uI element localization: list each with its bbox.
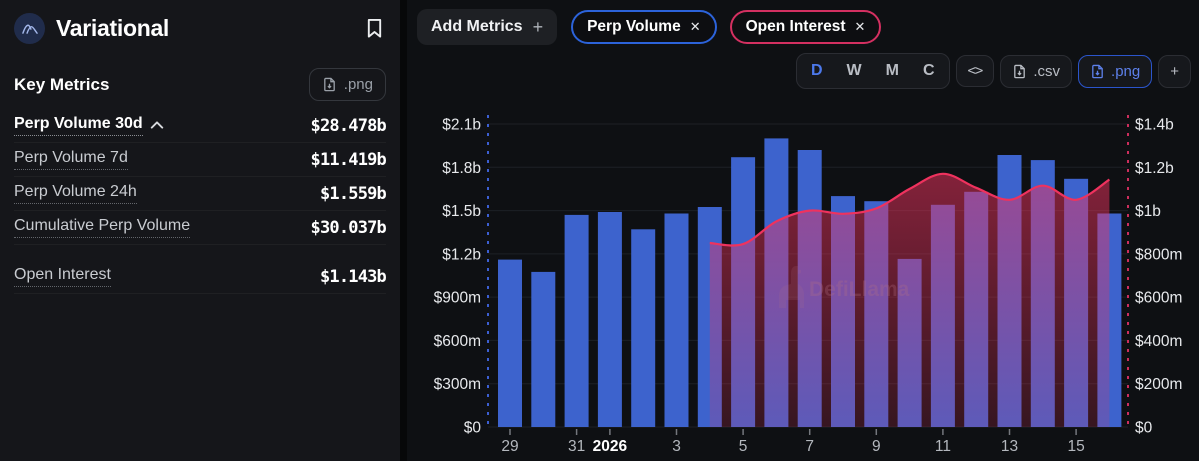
left-axis-tick-label: $900m bbox=[434, 290, 481, 307]
perp-volume-bar[interactable] bbox=[498, 259, 522, 427]
metric-pill-open-interest[interactable]: Open Interest ✕ bbox=[729, 10, 882, 44]
key-metrics-header: Key Metrics .png bbox=[0, 54, 400, 107]
x-axis-tick-label: 9 bbox=[872, 438, 881, 455]
x-axis-tick-label: 11 bbox=[935, 438, 951, 455]
export-csv-button[interactable]: .csv bbox=[1000, 54, 1073, 88]
more-tools-button[interactable]: + bbox=[1158, 54, 1191, 88]
file-download-icon bbox=[1014, 64, 1026, 78]
section-title: Key Metrics bbox=[14, 74, 110, 94]
metric-value: $30.037b bbox=[310, 217, 387, 238]
metric-row: Perp Volume 24h $1.559b bbox=[14, 177, 387, 211]
add-metrics-button[interactable]: Add Metrics + bbox=[417, 9, 558, 45]
remove-metric-icon[interactable]: ✕ bbox=[689, 19, 701, 34]
metric-pill-perp-volume[interactable]: Perp Volume ✕ bbox=[571, 10, 717, 44]
page-title: Variational bbox=[56, 15, 170, 41]
x-axis-tick-label: 13 bbox=[1001, 438, 1018, 455]
left-axis-tick-label: $2.1b bbox=[442, 117, 481, 134]
bookmark-button[interactable] bbox=[363, 15, 386, 42]
left-axis-tick-label: $1.8b bbox=[442, 160, 481, 177]
x-axis-tick-label: 2026 bbox=[593, 438, 628, 455]
metric-value: $1.559b bbox=[319, 183, 387, 204]
metric-label-text: Open Interest bbox=[14, 266, 111, 287]
x-axis-tick-label: 15 bbox=[1067, 438, 1084, 455]
metric-label[interactable]: Perp Volume 7d bbox=[14, 149, 128, 170]
right-axis-tick-label: $1.4b bbox=[1135, 117, 1174, 134]
file-download-icon bbox=[323, 77, 335, 92]
interval-button-c[interactable]: C bbox=[911, 55, 947, 87]
variational-logo bbox=[14, 13, 45, 44]
x-axis-tick-label: 29 bbox=[501, 438, 518, 455]
right-axis-tick-label: $800m bbox=[1135, 246, 1182, 263]
metrics-chart: DefiLlama $0$300m$600m$900m$1.2b$1.5b$1.… bbox=[434, 115, 1182, 455]
x-axis-tick-label: 31 bbox=[568, 438, 585, 455]
left-axis-tick-label: $300m bbox=[434, 376, 481, 393]
x-axis-tick-label: 3 bbox=[672, 438, 681, 455]
add-metrics-label: Add Metrics bbox=[431, 18, 523, 35]
x-axis-tick-label: 7 bbox=[805, 438, 814, 455]
key-metrics-panel: Variational Key Metrics .png Perp Volume… bbox=[0, 0, 400, 461]
metric-label[interactable]: Perp Volume 30d bbox=[14, 115, 164, 136]
interval-button-d[interactable]: D bbox=[799, 55, 835, 87]
metric-row: Cumulative Perp Volume $30.037b bbox=[14, 211, 387, 245]
right-axis-tick-label: $200m bbox=[1135, 376, 1182, 393]
interval-button-w[interactable]: W bbox=[835, 55, 874, 87]
open-interest-area bbox=[709, 173, 1110, 427]
right-axis-tick-label: $1.2b bbox=[1135, 160, 1174, 177]
left-axis-tick-label: $1.2b bbox=[442, 246, 481, 263]
perp-volume-bar[interactable] bbox=[531, 271, 556, 427]
perp-volume-bar[interactable] bbox=[664, 213, 689, 428]
key-metrics-list: Perp Volume 30d $28.478b Perp Volume 7d $11… bbox=[0, 107, 400, 294]
left-axis-tick-label: $0 bbox=[464, 420, 482, 437]
code-icon: <> bbox=[967, 63, 984, 79]
bookmark-icon bbox=[367, 18, 382, 38]
metric-label[interactable]: Cumulative Perp Volume bbox=[14, 217, 191, 238]
metric-value: $11.419b bbox=[310, 149, 387, 170]
metric-value: $1.143b bbox=[319, 266, 387, 287]
metric-label-text: Perp Volume 30d bbox=[14, 115, 143, 136]
right-axis-tick-label: $400m bbox=[1135, 333, 1182, 350]
export-csv-label: .csv bbox=[1033, 62, 1061, 80]
metric-label-text: Perp Volume 7d bbox=[14, 149, 128, 170]
right-axis-tick-label: $1b bbox=[1135, 203, 1161, 220]
wave-logo-icon bbox=[21, 24, 38, 34]
metric-pill-label: Open Interest bbox=[745, 18, 846, 35]
perp-volume-bar[interactable] bbox=[631, 229, 656, 427]
chevron-up-icon bbox=[150, 117, 164, 135]
chart-panel: Add Metrics + Perp Volume ✕ Open Interest ✕… bbox=[407, 0, 1199, 461]
perp-volume-bar[interactable] bbox=[597, 212, 622, 427]
left-axis-tick-label: $600m bbox=[434, 333, 481, 350]
interval-button-m[interactable]: M bbox=[874, 55, 911, 87]
left-axis-tick-label: $1.5b bbox=[442, 203, 481, 220]
metric-pills-container: Perp Volume ✕ Open Interest ✕ bbox=[571, 10, 882, 44]
open-interest-line[interactable] bbox=[709, 172, 1111, 247]
remove-metric-icon[interactable]: ✕ bbox=[854, 19, 866, 34]
file-download-icon bbox=[1092, 64, 1103, 78]
export-png-button[interactable]: .png bbox=[1078, 54, 1153, 88]
metric-row: Open Interest $1.143b bbox=[14, 260, 387, 294]
metric-label[interactable]: Perp Volume 24h bbox=[14, 183, 137, 204]
download-metrics-png-label: .png bbox=[343, 76, 373, 93]
embed-code-button[interactable]: <> bbox=[955, 55, 995, 87]
right-axis-tick-label: $0 bbox=[1135, 420, 1153, 437]
panel-header: Variational bbox=[0, 0, 400, 54]
metric-label-text: Cumulative Perp Volume bbox=[14, 217, 191, 238]
metric-label-text: Perp Volume 24h bbox=[14, 183, 137, 204]
metrics-group-gap bbox=[14, 245, 386, 260]
metric-value: $28.478b bbox=[310, 115, 387, 136]
metric-label[interactable]: Open Interest bbox=[14, 266, 111, 287]
metric-row: Perp Volume 30d $28.478b bbox=[14, 109, 387, 143]
metric-selector-row: Add Metrics + Perp Volume ✕ Open Interest ✕ bbox=[407, 0, 1199, 45]
export-png-label: .png bbox=[1111, 62, 1141, 80]
metric-pill-label: Perp Volume bbox=[587, 18, 681, 35]
right-axis-tick-label: $600m bbox=[1135, 290, 1182, 307]
plus-icon: + bbox=[1170, 62, 1179, 80]
metric-row: Perp Volume 7d $11.419b bbox=[14, 143, 387, 177]
plus-icon: + bbox=[532, 17, 544, 37]
x-axis-tick-label: 5 bbox=[739, 438, 748, 455]
perp-volume-bar[interactable] bbox=[564, 214, 589, 427]
download-metrics-png-button[interactable]: .png bbox=[308, 68, 386, 101]
